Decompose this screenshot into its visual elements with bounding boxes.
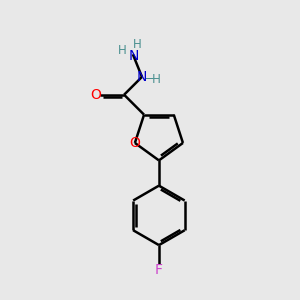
- Text: N: N: [137, 70, 147, 84]
- Text: F: F: [155, 263, 163, 277]
- Text: O: O: [90, 88, 101, 102]
- Text: O: O: [129, 136, 140, 150]
- Text: H: H: [133, 38, 142, 51]
- Text: H: H: [118, 44, 127, 57]
- Text: N: N: [128, 49, 139, 63]
- Text: ─H: ─H: [145, 73, 161, 86]
